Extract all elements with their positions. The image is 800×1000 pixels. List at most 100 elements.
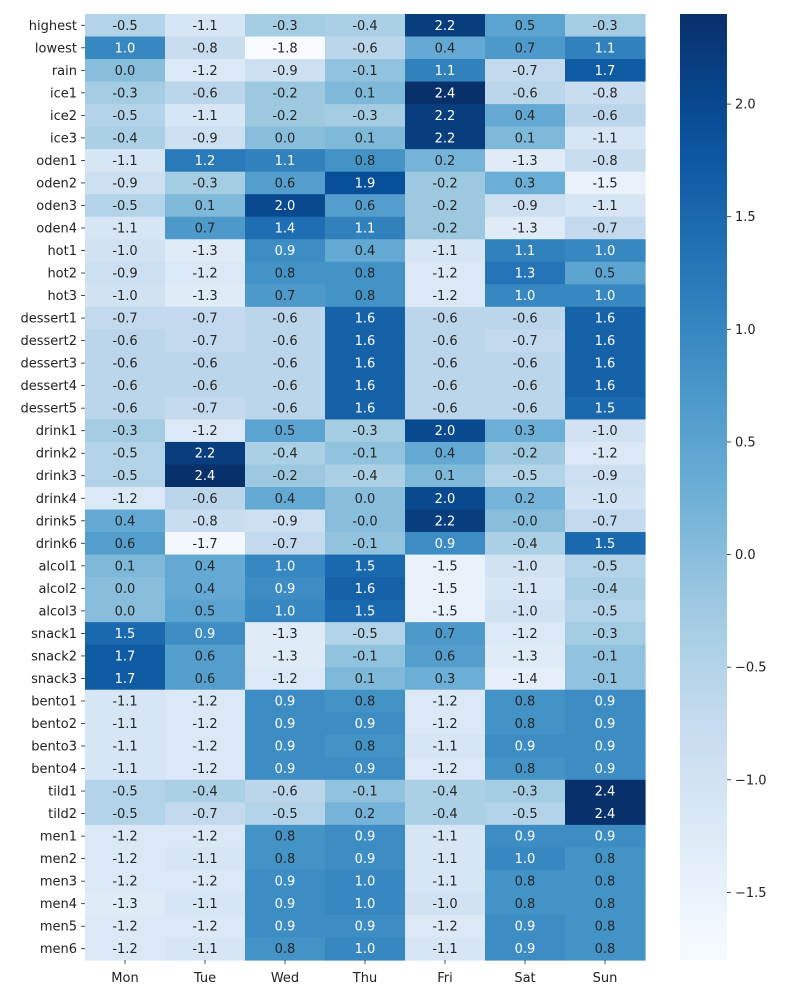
- heatmap-cell: [85, 734, 166, 758]
- heatmap-cell: [165, 149, 246, 173]
- column-label: Fri: [437, 971, 453, 986]
- cell-value-label: 0.8: [355, 694, 376, 709]
- heatmap-cell: [565, 351, 646, 375]
- heatmap-cell: [485, 194, 566, 218]
- cell-value-label: 1.5: [355, 559, 376, 574]
- cell-value-label: -1.3: [192, 289, 217, 304]
- cell-value-label: 1.5: [355, 604, 376, 619]
- heatmap-cell: [405, 261, 486, 285]
- row-label: ice3: [50, 131, 77, 146]
- colorbar-tick-label: −1.0: [735, 773, 767, 788]
- heatmap-cell: [245, 937, 326, 961]
- heatmap-cell: [325, 667, 406, 691]
- heatmap-cell: [565, 622, 646, 646]
- heatmap-cell: [485, 847, 566, 871]
- heatmap-cell: [485, 126, 566, 150]
- cell-value-label: -0.8: [192, 514, 217, 529]
- heatmap-cell: [325, 847, 406, 871]
- heatmap-cell: [325, 802, 406, 826]
- cell-value-label: -1.5: [592, 176, 617, 191]
- cell-value-label: 1.2: [195, 154, 216, 169]
- cell-value-label: 1.6: [595, 357, 616, 372]
- heatmap-cell: [165, 329, 246, 353]
- heatmap-cell: [165, 824, 246, 848]
- heatmap-cell: [405, 306, 486, 330]
- heatmap-cell: [405, 329, 486, 353]
- heatmap-cell: [85, 847, 166, 871]
- cell-value-label: -1.2: [112, 830, 137, 845]
- heatmap-cell: [165, 261, 246, 285]
- cell-value-label: -0.3: [192, 176, 217, 191]
- cell-value-label: 2.2: [435, 514, 456, 529]
- heatmap-cell: [405, 509, 486, 533]
- cell-value-label: -1.1: [192, 19, 217, 34]
- cell-value-label: -0.6: [272, 379, 297, 394]
- heatmap-cell: [165, 126, 246, 150]
- cell-value-label: -1.1: [432, 740, 457, 755]
- cell-value-label: -0.6: [352, 41, 377, 56]
- cell-value-label: 0.5: [275, 424, 296, 439]
- cell-value-label: -0.2: [272, 86, 297, 101]
- cell-value-label: -0.6: [272, 312, 297, 327]
- cell-value-label: -1.2: [512, 627, 537, 642]
- cell-value-label: 1.6: [355, 312, 376, 327]
- row-label: oden1: [36, 154, 77, 169]
- cell-value-label: 2.4: [595, 807, 616, 822]
- heatmap-cell: [565, 577, 646, 601]
- cell-value-label: -0.1: [592, 649, 617, 664]
- heatmap-cell: [565, 847, 646, 871]
- heatmap-cell: [85, 599, 166, 623]
- cell-value-label: 0.5: [195, 604, 216, 619]
- cell-value-label: -0.0: [352, 514, 377, 529]
- heatmap-cell: [325, 396, 406, 421]
- cell-value-label: 0.6: [195, 672, 216, 687]
- heatmap-cell: [165, 599, 246, 623]
- cell-value-label: -0.4: [432, 785, 457, 800]
- row-label: drink1: [36, 424, 77, 439]
- heatmap-cell: [565, 824, 646, 848]
- heatmap-cell: [325, 622, 406, 646]
- cell-value-label: -1.1: [112, 221, 137, 236]
- cell-value-label: 1.0: [515, 852, 536, 867]
- cell-value-label: -0.7: [192, 402, 217, 417]
- cell-value-label: 1.6: [595, 334, 616, 349]
- heatmap-cell: [565, 81, 646, 105]
- cell-value-label: 1.0: [275, 559, 296, 574]
- heatmap-cell: [565, 419, 646, 443]
- heatmap-cell: [325, 532, 406, 556]
- cell-value-label: -0.4: [112, 131, 137, 146]
- row-label: dessert3: [20, 357, 77, 372]
- heatmap-cell: [165, 441, 246, 466]
- heatmap-cell: [485, 824, 566, 848]
- cell-value-label: 0.0: [115, 64, 136, 79]
- cell-value-label: -0.5: [112, 199, 137, 214]
- heatmap-cell: [405, 239, 486, 263]
- cell-value-label: -1.2: [432, 694, 457, 709]
- cell-value-label: -1.1: [112, 740, 137, 755]
- heatmap-cell: [565, 464, 646, 488]
- heatmap-cell: [565, 734, 646, 758]
- heatmap-cell: [85, 36, 166, 60]
- heatmap-cell: [165, 734, 246, 758]
- cell-value-label: -0.2: [432, 199, 457, 214]
- heatmap-cell: [565, 509, 646, 533]
- heatmap-cell: [245, 81, 326, 105]
- heatmap-cell: [405, 892, 486, 916]
- cell-value-label: 0.8: [515, 897, 536, 912]
- heatmap-cell: [325, 577, 406, 601]
- cell-value-label: -1.2: [192, 875, 217, 890]
- colorbar-tick-label: −0.5: [735, 661, 767, 676]
- cell-value-label: 0.1: [515, 131, 536, 146]
- heatmap-cell: [245, 712, 326, 736]
- heatmap-cell: [325, 509, 406, 533]
- heatmap-cell: [405, 374, 486, 398]
- cell-value-label: -1.1: [112, 762, 137, 777]
- heatmap-cell: [245, 329, 326, 353]
- heatmap-cell: [165, 509, 246, 533]
- cell-value-label: -0.1: [352, 537, 377, 552]
- heatmap-cell: [485, 36, 566, 60]
- cell-value-label: 0.8: [515, 694, 536, 709]
- heatmap-cell: [85, 644, 166, 668]
- heatmap-cell: [565, 14, 646, 38]
- row-label: men5: [40, 920, 77, 935]
